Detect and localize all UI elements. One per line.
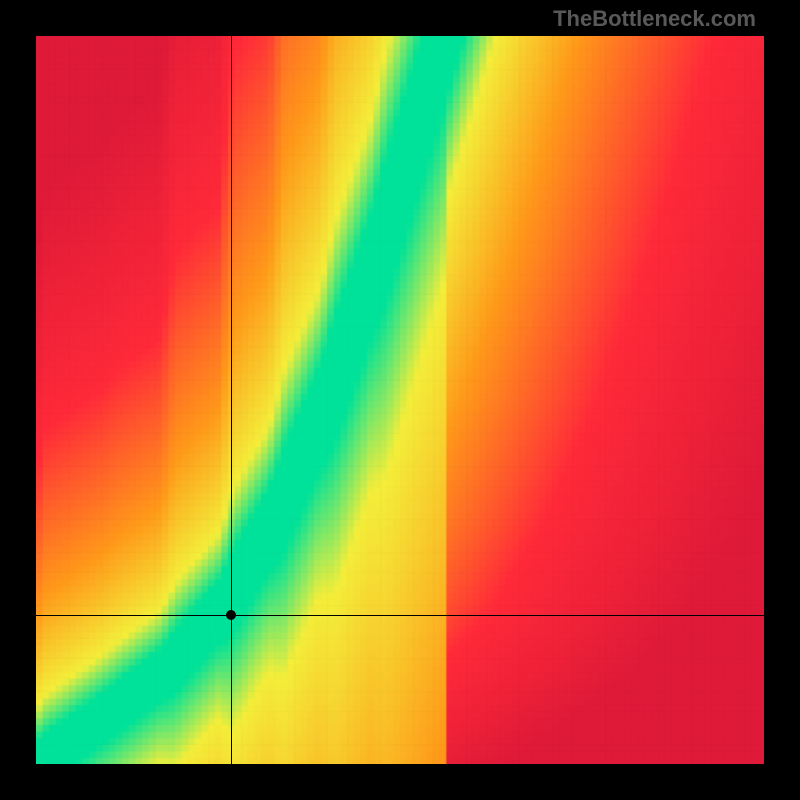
bottleneck-heatmap: [36, 36, 764, 764]
crosshair-marker: [226, 610, 236, 620]
heatmap-canvas: [36, 36, 764, 764]
crosshair-horizontal: [36, 615, 764, 616]
watermark-text: TheBottleneck.com: [553, 6, 756, 32]
crosshair-vertical: [231, 36, 232, 764]
